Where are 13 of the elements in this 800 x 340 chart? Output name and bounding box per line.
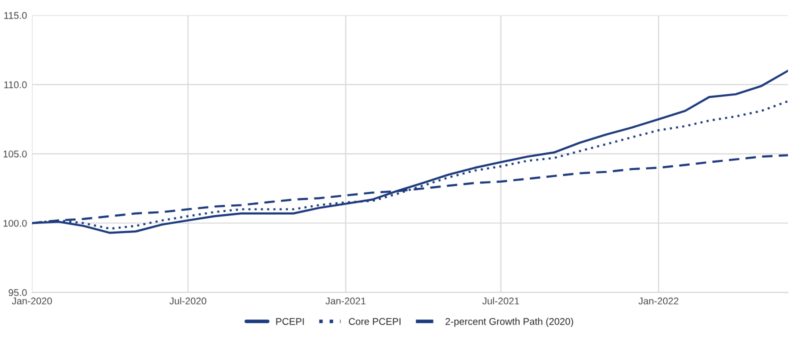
x-tick-label: Jul-2021 bbox=[482, 297, 520, 304]
y-tick-label: 95.0 bbox=[8, 289, 27, 296]
x-tick-label: Jan-2021 bbox=[326, 298, 366, 304]
legend-label: Core PCEPI bbox=[348, 318, 400, 325]
x-tick-label: Jul-2020 bbox=[170, 297, 206, 304]
x-tick-label: Jan-2022 bbox=[638, 298, 678, 304]
x-tick-label: Jan-2020 bbox=[12, 298, 52, 304]
y-tick-label: 110.0 bbox=[4, 81, 27, 88]
y-tick-label: 115.0 bbox=[4, 12, 27, 19]
legend-label: 2-percent Growth Path (2020) bbox=[446, 318, 574, 327]
y-tick-label: 100.0 bbox=[4, 220, 27, 227]
legend-label: PCEPI bbox=[276, 318, 304, 325]
y-tick-label: 105.0 bbox=[4, 150, 27, 158]
